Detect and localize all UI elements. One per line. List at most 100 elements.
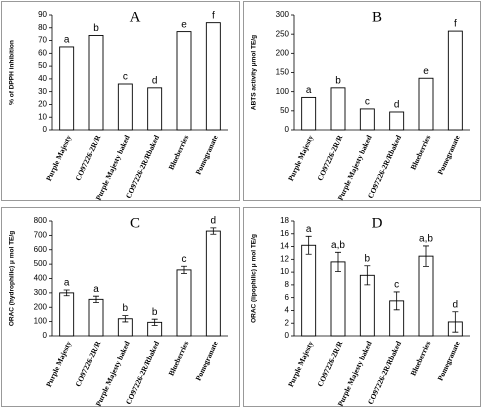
bar	[205, 22, 221, 131]
y-tick-label: 18	[280, 216, 289, 225]
y-tick-label: 12	[280, 254, 289, 263]
bar-annotation: d	[211, 216, 217, 227]
panel-frame	[1, 1, 240, 201]
x-tick-label: Purple Majesty	[44, 340, 73, 389]
panel-frame	[1, 207, 240, 407]
y-tick-label: 100	[276, 87, 290, 96]
error-bar	[210, 227, 217, 235]
bar-annotation: c	[123, 72, 128, 83]
x-tick-label: CO97226-2R/Rbaked	[124, 133, 162, 200]
bar	[59, 46, 75, 131]
error-bar	[122, 315, 129, 323]
y-tick-label: 20	[38, 100, 47, 109]
bar-annotation: f	[212, 10, 215, 21]
bar	[418, 255, 434, 337]
y-tick-label: 200	[276, 48, 290, 57]
bar	[176, 269, 192, 337]
y-tick-label: 600	[34, 245, 48, 254]
x-tick-label: Blueberries	[167, 134, 191, 171]
error-bar	[393, 291, 400, 311]
bar	[117, 83, 133, 131]
bar-annotation: a	[93, 284, 99, 295]
x-tick-label: Pomegranate	[194, 133, 220, 176]
panel-title: A	[130, 9, 141, 25]
y-tick-label: 0	[285, 331, 290, 340]
y-tick-label: 200	[34, 302, 48, 311]
y-tick-label: 50	[38, 61, 47, 70]
x-tick-label: CO97226-2R/R	[315, 339, 344, 388]
x-tick-label: Blueberries	[409, 134, 433, 171]
x-tick-label: Pomegranate	[436, 133, 462, 176]
y-tick-label: 6	[285, 293, 290, 302]
bar	[176, 31, 192, 131]
x-tick-label: Pomegranate	[194, 339, 220, 382]
y-tick-label: 0	[43, 125, 48, 134]
bar	[301, 96, 317, 131]
x-tick-label: CO97226-2R/R	[73, 133, 102, 182]
y-axis-label: ORAC (lipophilic) μ mol TE/g	[251, 234, 258, 323]
y-axis-label: ORAC (hydrophilic) μ mol TE/g	[9, 231, 16, 326]
panel-frame	[243, 1, 481, 201]
bar-annotation: b	[123, 303, 129, 314]
error-bar	[335, 251, 341, 272]
x-tick-label: CO97226-2R/Rbaked	[366, 339, 404, 406]
bar	[59, 292, 75, 337]
x-tick-label: CO97226-2R/Rbaked	[124, 339, 162, 406]
y-tick-label: 4	[285, 306, 290, 315]
error-bar	[364, 265, 371, 286]
bar-annotation: a,b	[419, 234, 433, 245]
bar-annotation: b	[93, 23, 99, 34]
bar-annotation: b	[335, 75, 341, 86]
y-tick-label: 14	[280, 242, 289, 251]
bar-annotation: c	[365, 97, 370, 108]
bar-annotation: b	[365, 253, 371, 264]
x-tick-label: Purple Majesty	[44, 134, 73, 183]
y-tick-label: 16	[280, 229, 289, 238]
y-tick-label: 800	[34, 216, 48, 225]
y-tick-label: 10	[38, 112, 47, 121]
y-tick-label: 300	[34, 288, 48, 297]
y-tick-label: 250	[276, 29, 290, 38]
y-tick-label: 8	[285, 280, 290, 289]
y-tick-label: 90	[38, 10, 47, 19]
panel-title: D	[372, 215, 383, 231]
x-tick-label: CO97226-2R/Rbaked	[366, 133, 404, 200]
x-tick-label: Purple Majesty	[286, 340, 315, 389]
bar-annotation: b	[152, 307, 158, 318]
error-bar	[452, 311, 459, 333]
y-tick-label: 300	[276, 10, 290, 19]
bar	[88, 34, 104, 131]
error-bar	[151, 318, 158, 326]
bar-annotation: d	[152, 75, 158, 86]
bar-annotation: a,b	[331, 240, 345, 251]
bar-annotation: d	[453, 299, 459, 310]
bar	[447, 30, 463, 131]
x-tick-label: Blueberries	[409, 340, 433, 377]
bar	[330, 87, 346, 131]
error-bar	[63, 289, 70, 297]
panel-title: B	[372, 9, 382, 25]
bar	[389, 111, 405, 131]
y-tick-label: 30	[38, 87, 47, 96]
bar	[88, 298, 104, 337]
error-bar	[93, 295, 99, 303]
error-bar	[423, 245, 429, 267]
x-tick-label: Purple Majesty	[286, 134, 315, 183]
y-tick-label: 60	[38, 48, 47, 57]
bar-annotation: a	[64, 278, 70, 289]
x-tick-label: CO97226-2R/R	[73, 339, 102, 388]
y-tick-label: 700	[34, 230, 48, 239]
y-tick-label: 2	[285, 318, 290, 327]
y-tick-label: 70	[38, 36, 47, 45]
bar	[205, 230, 221, 337]
bar	[418, 77, 434, 131]
x-tick-label: CO97226-2R/R	[315, 133, 344, 182]
bar	[147, 87, 163, 131]
panel-title: C	[130, 215, 140, 231]
bar-annotation: d	[394, 100, 400, 111]
bar-annotation: a	[64, 35, 70, 46]
y-tick-label: 500	[34, 259, 48, 268]
y-tick-label: 0	[285, 125, 290, 134]
